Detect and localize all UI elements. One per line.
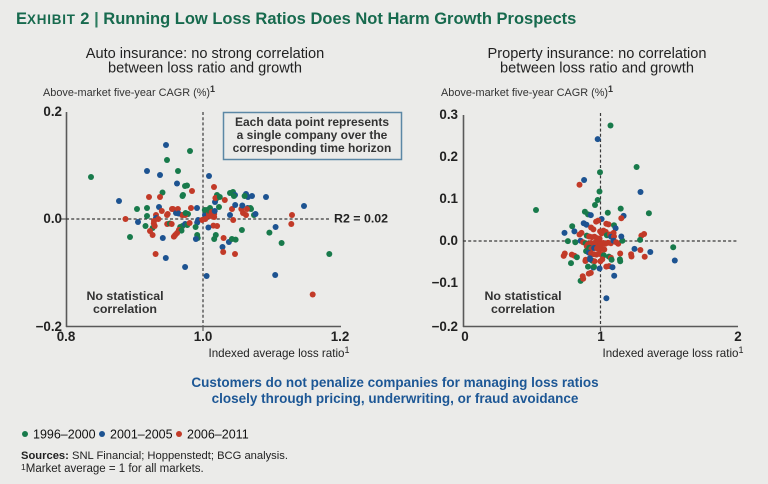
svg-text:1Market average = 1 for all ma: 1Market average = 1 for all markets.	[21, 462, 204, 475]
svg-text:Customers do not penalize comp: Customers do not penalize companies for …	[191, 375, 598, 390]
svg-text:1.2: 1.2	[331, 329, 350, 344]
svg-text:Property insurance: no correla: Property insurance: no correlation	[487, 46, 706, 62]
svg-text:2001–2005: 2001–2005	[110, 428, 173, 442]
svg-text:correlation: correlation	[491, 302, 555, 316]
svg-text:Each data point represents: Each data point represents	[235, 115, 389, 129]
svg-text:0.1: 0.1	[439, 191, 458, 206]
svg-text:Auto insurance: no strong corr: Auto insurance: no strong correlation	[86, 46, 325, 62]
svg-text:0.0: 0.0	[439, 233, 458, 248]
svg-text:EXHIBIT 2 | Running Low Loss R: EXHIBIT 2 | Running Low Loss Ratios Does…	[16, 10, 576, 28]
svg-text:1: 1	[597, 329, 605, 344]
svg-text:Above-market five-year CAGR (%: Above-market five-year CAGR (%)1	[441, 84, 613, 99]
svg-text:Above-market five-year CAGR (%: Above-market five-year CAGR (%)1	[43, 84, 215, 99]
svg-text:between loss ratio and growth: between loss ratio and growth	[108, 61, 302, 77]
svg-text:between loss ratio and growth: between loss ratio and growth	[500, 61, 694, 77]
svg-text:0.8: 0.8	[57, 329, 76, 344]
svg-text:1.0: 1.0	[194, 329, 213, 344]
svg-text:−0.2: −0.2	[432, 319, 458, 334]
svg-text:0.0: 0.0	[43, 211, 62, 226]
svg-text:2006–2011: 2006–2011	[187, 428, 249, 442]
svg-text:No statistical: No statistical	[484, 289, 561, 303]
svg-text:corresponding time horizon: corresponding time horizon	[233, 141, 392, 155]
svg-text:0: 0	[461, 329, 468, 344]
svg-text:No statistical: No statistical	[86, 289, 163, 303]
svg-text:Indexed average loss ratio1: Indexed average loss ratio1	[602, 345, 743, 360]
svg-text:a single company over the: a single company over the	[237, 128, 388, 142]
svg-text:1996–2000: 1996–2000	[33, 428, 96, 442]
svg-text:0.3: 0.3	[439, 107, 458, 122]
svg-text:correlation: correlation	[93, 302, 157, 316]
svg-text:closely through pricing, under: closely through pricing, underwriting, o…	[212, 391, 579, 406]
svg-text:Indexed average loss ratio1: Indexed average loss ratio1	[208, 345, 349, 360]
svg-text:0.2: 0.2	[439, 149, 458, 164]
svg-text:2: 2	[734, 329, 741, 344]
svg-text:−0.1: −0.1	[432, 275, 459, 290]
svg-text:R2 = 0.02: R2 = 0.02	[334, 212, 388, 226]
svg-text:Sources: SNL Financial; Hoppen: Sources: SNL Financial; Hoppenstedt; BCG…	[21, 450, 288, 462]
svg-text:−0.2: −0.2	[36, 319, 62, 334]
svg-text:0.2: 0.2	[43, 104, 62, 119]
